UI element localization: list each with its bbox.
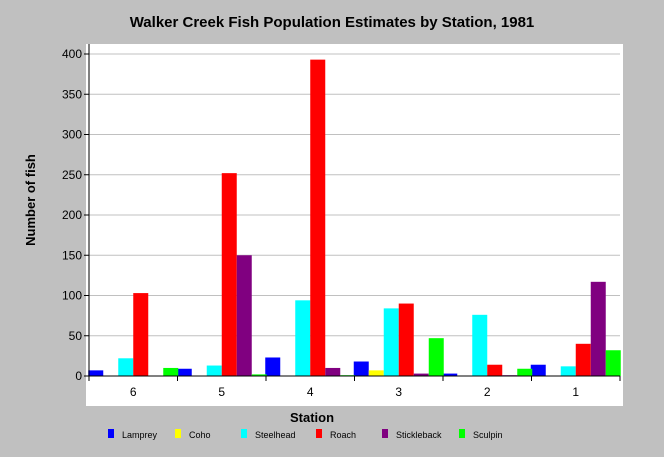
bar-steelhead-station-1 bbox=[560, 366, 576, 376]
bars-group bbox=[88, 59, 621, 377]
legend-label: Steelhead bbox=[255, 430, 296, 440]
bar-roach-station-4 bbox=[310, 59, 326, 376]
legend-swatch bbox=[175, 429, 181, 438]
y-tick-label: 250 bbox=[62, 168, 82, 182]
bar-sculpin-station-2 bbox=[517, 368, 533, 376]
bar-sculpin-station-1 bbox=[605, 350, 621, 376]
y-tick-label: 350 bbox=[62, 87, 82, 101]
bar-stickleback-station-1 bbox=[590, 281, 606, 376]
legend-swatch bbox=[108, 429, 114, 438]
gridlines bbox=[89, 53, 620, 337]
bar-roach-station-1 bbox=[575, 343, 591, 376]
chart-title: Walker Creek Fish Population Estimates b… bbox=[130, 14, 535, 31]
bar-steelhead-station-5 bbox=[206, 365, 222, 376]
bar-sculpin-station-3 bbox=[428, 338, 444, 376]
bar-roach-station-2 bbox=[487, 364, 503, 376]
y-tick-label: 0 bbox=[75, 369, 82, 383]
y-tick-label: 300 bbox=[62, 128, 82, 142]
x-ticks: 6 5 4 3 2 1 bbox=[88, 376, 621, 399]
bar-steelhead-station-3 bbox=[383, 308, 399, 376]
x-tick-label: 6 bbox=[130, 385, 137, 399]
bar-lamprey-station-1 bbox=[530, 364, 546, 376]
x-axis-title: Station bbox=[290, 410, 334, 425]
bar-sculpin-station-6 bbox=[163, 367, 179, 376]
y-ticks: 0 50 100 150 200 250 300 350 400 bbox=[62, 47, 89, 383]
legend-swatch bbox=[382, 429, 388, 438]
bar-steelhead-station-2 bbox=[472, 314, 488, 376]
y-tick-label: 150 bbox=[62, 248, 82, 262]
legend-label: Lamprey bbox=[122, 430, 158, 440]
x-tick-label: 5 bbox=[218, 385, 225, 399]
legend: Lamprey Coho Steelhead Roach Stickleback Scul… bbox=[108, 429, 503, 440]
bar-steelhead-station-4 bbox=[295, 300, 311, 376]
y-tick-label: 100 bbox=[62, 289, 82, 303]
x-tick-label: 4 bbox=[307, 385, 314, 399]
chart-panel bbox=[86, 44, 623, 406]
legend-swatch bbox=[316, 429, 322, 438]
y-axis-title: Number of fish bbox=[23, 154, 38, 246]
y-tick-label: 400 bbox=[62, 47, 82, 61]
bar-lamprey-station-2 bbox=[442, 373, 458, 376]
bar-steelhead-station-6 bbox=[118, 358, 134, 376]
x-tick-label: 2 bbox=[484, 385, 491, 399]
legend-swatch bbox=[459, 429, 465, 438]
bar-sculpin-station-5 bbox=[251, 374, 267, 376]
bar-stickleback-station-5 bbox=[236, 255, 252, 376]
legend-label: Roach bbox=[330, 430, 356, 440]
x-tick-label: 1 bbox=[572, 385, 579, 399]
y-tick-label: 200 bbox=[62, 208, 82, 222]
bar-roach-station-3 bbox=[398, 303, 414, 376]
legend-label: Stickleback bbox=[396, 430, 442, 440]
y-tick-label: 50 bbox=[69, 329, 83, 343]
bar-lamprey-station-6 bbox=[88, 370, 104, 376]
bar-stickleback-station-4 bbox=[325, 367, 341, 376]
legend-swatch bbox=[241, 429, 247, 438]
bar-stickleback-station-3 bbox=[413, 373, 429, 376]
bar-coho-station-3 bbox=[368, 370, 384, 376]
bar-roach-station-5 bbox=[221, 173, 237, 376]
bar-lamprey-station-3 bbox=[353, 361, 369, 376]
legend-label: Sculpin bbox=[473, 430, 503, 440]
x-tick-label: 3 bbox=[395, 385, 402, 399]
bar-lamprey-station-5 bbox=[176, 368, 192, 376]
bar-lamprey-station-4 bbox=[265, 357, 281, 376]
bar-roach-station-6 bbox=[133, 293, 149, 376]
legend-label: Coho bbox=[189, 430, 211, 440]
